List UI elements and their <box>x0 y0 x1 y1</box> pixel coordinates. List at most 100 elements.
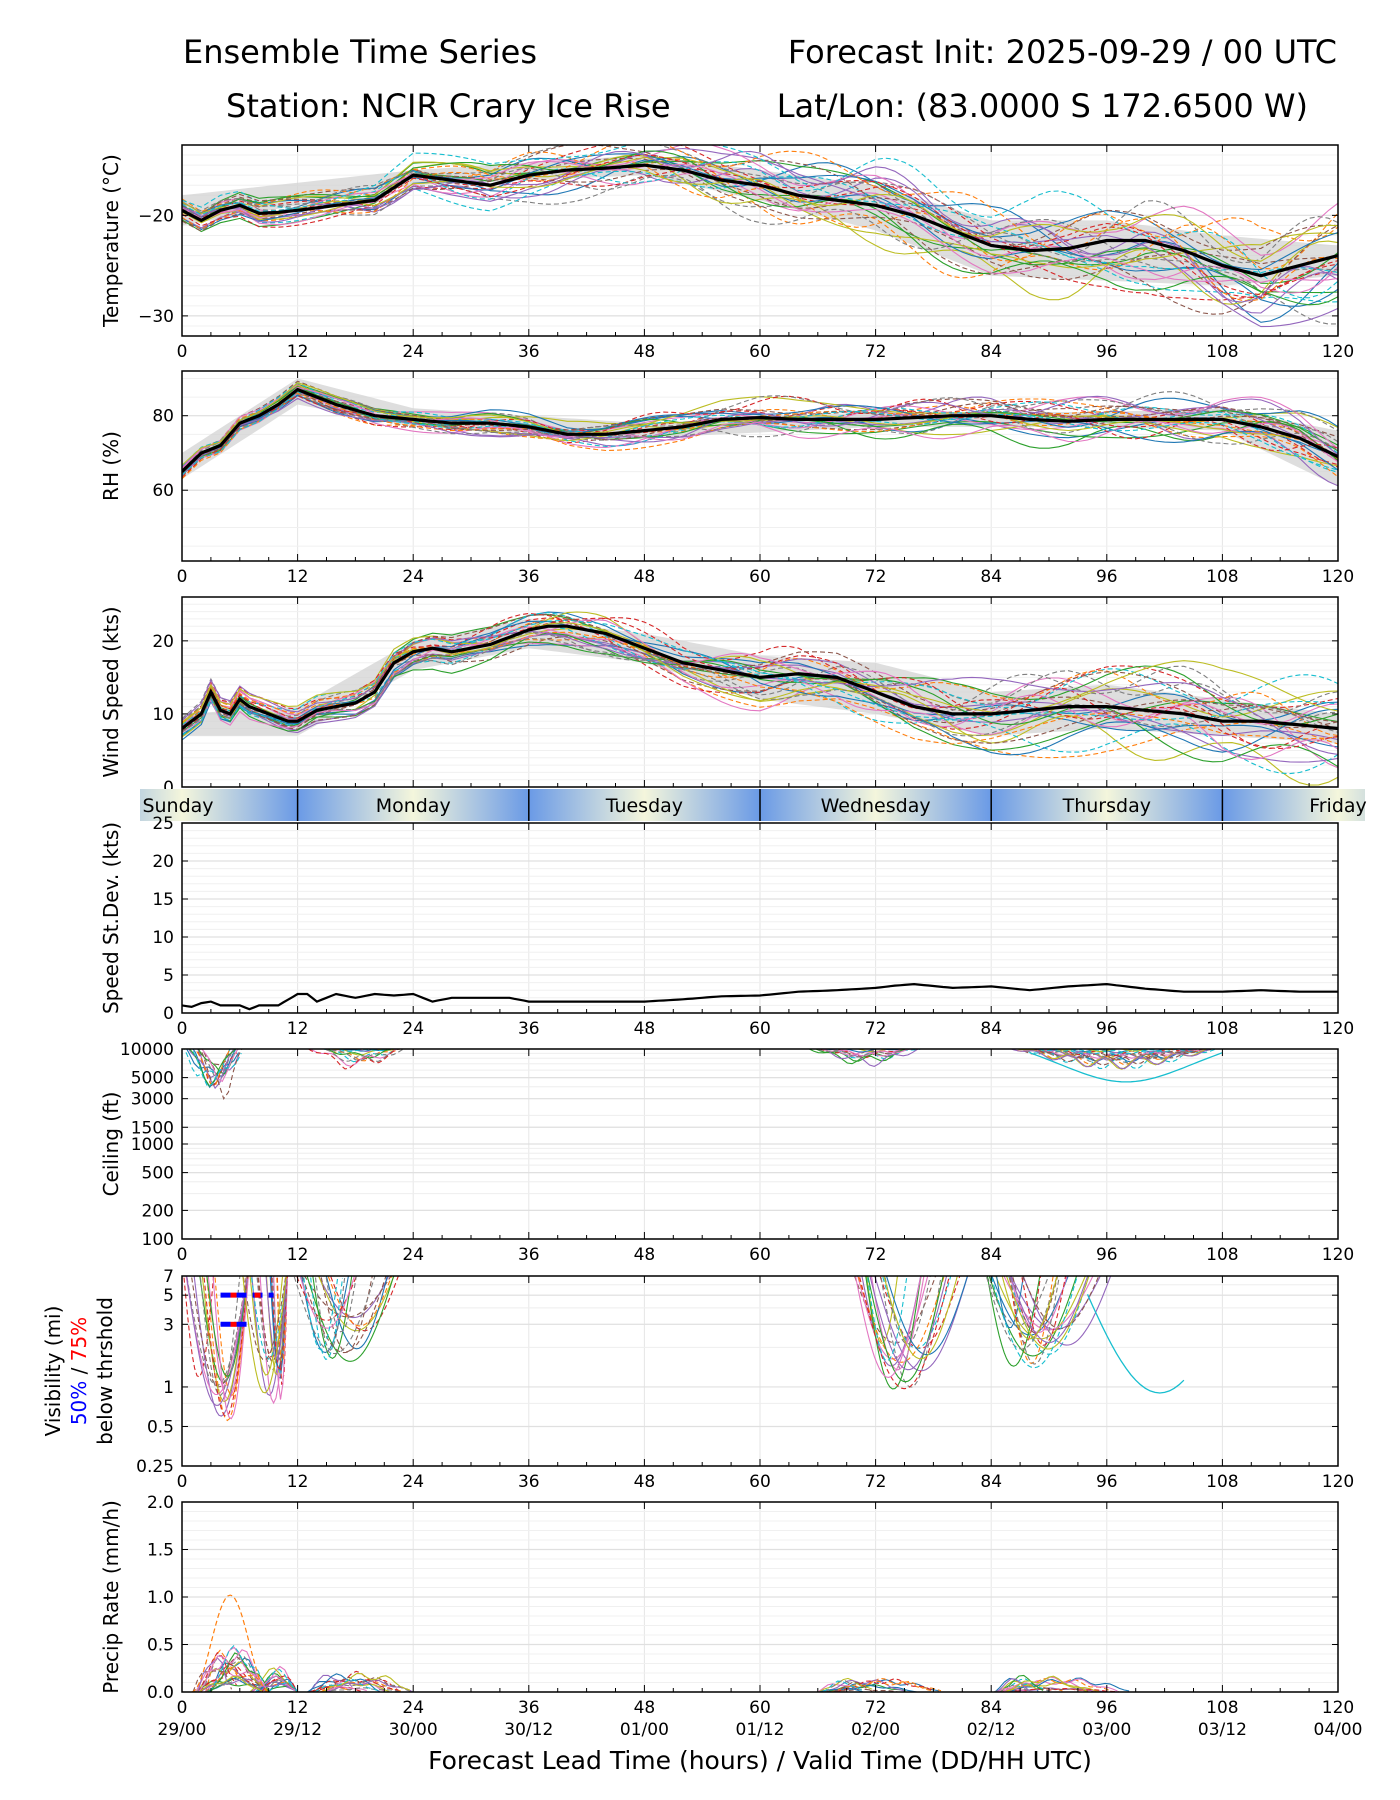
ensemble-member-line <box>182 617 1338 730</box>
precip-member-line <box>204 1670 268 1692</box>
panel-3: 0102001224364860728496108120Wind Speed (… <box>99 596 1354 813</box>
precip-member-line <box>314 1679 378 1692</box>
day-band <box>760 789 992 821</box>
x-tick-label: 48 <box>634 1698 656 1718</box>
y-tick-label: 0 <box>163 778 174 798</box>
x-tick-label: 108 <box>1206 567 1238 587</box>
visibility-member-line <box>203 1276 249 1417</box>
x-tick-label: 84 <box>980 1019 1002 1039</box>
ensemble-member-line <box>182 636 1338 737</box>
x-tick-label: 48 <box>634 1245 656 1265</box>
y-tick-label: 3 <box>163 1315 174 1335</box>
precip-member-line <box>998 1680 1038 1692</box>
station-name: Station: NCIR Crary Ice Rise <box>226 87 671 125</box>
visibility-member-line <box>884 1276 931 1345</box>
visibility-member-line <box>329 1276 399 1332</box>
plot-area <box>183 1276 1185 1422</box>
x-tick-label: 72 <box>865 567 887 587</box>
ceiling-member-line <box>822 1049 920 1067</box>
precip-member-line <box>323 1686 367 1692</box>
ensemble-mean-line <box>182 387 1338 473</box>
precip-member-line <box>833 1681 873 1692</box>
visibility-member-line <box>1009 1276 1089 1344</box>
y-tick-label: 80 <box>152 407 174 427</box>
visibility-member-line <box>272 1276 287 1361</box>
precip-member-line <box>197 1657 228 1692</box>
ceiling-member-line <box>1041 1049 1190 1054</box>
precip-member-line <box>210 1652 269 1692</box>
visibility-member-line <box>256 1276 288 1372</box>
y-tick-label: −20 <box>138 206 174 226</box>
precip-member-line <box>999 1674 1044 1692</box>
y-tick-label: 100 <box>142 1230 174 1250</box>
y-axis-label: Temperature (°C) <box>99 154 123 328</box>
x-tick-label: 0 <box>177 342 188 362</box>
visibility-member-line <box>857 1276 945 1363</box>
ceiling-member-line <box>336 1049 390 1053</box>
visibility-member-line <box>318 1276 395 1332</box>
x-tick-label: 96 <box>1096 1472 1118 1492</box>
ensemble-member-line <box>182 145 1338 274</box>
precip-member-line <box>312 1670 400 1692</box>
x-tick-label: 96 <box>1096 1698 1118 1718</box>
x-tick-label: 24 <box>402 342 424 362</box>
visibility-member-line <box>867 1276 944 1383</box>
visibility-member-line <box>1001 1276 1058 1340</box>
visibility-member-line <box>1005 1276 1090 1350</box>
ensemble-member-line <box>182 628 1338 736</box>
y-tick-label: 20 <box>152 632 174 652</box>
x-tick-label: 0 <box>177 1698 188 1718</box>
ensemble-member-line <box>182 390 1338 474</box>
y-tick-label: 1 <box>163 1378 174 1398</box>
ensemble-member-line <box>182 632 1338 768</box>
ceiling-member-line <box>306 1045 407 1047</box>
plot-area <box>182 611 1338 786</box>
precip-member-line <box>830 1680 942 1692</box>
visibility-member-line <box>314 1276 346 1351</box>
y-tick-label: 25 <box>152 814 174 834</box>
y-tick-label: 200 <box>142 1201 174 1221</box>
precip-member-line <box>996 1676 1118 1692</box>
ceiling-member-line <box>201 1049 239 1083</box>
day-band-mask <box>1365 789 1400 821</box>
precip-member-line <box>996 1678 1031 1692</box>
ceiling-member-line <box>1009 1049 1214 1070</box>
y-tick-label: 1.5 <box>147 1541 174 1561</box>
ensemble-member-line <box>182 394 1338 476</box>
ensemble-member-line <box>182 395 1338 476</box>
y-axis-label-threshold: 50% / 75% <box>67 1317 91 1425</box>
precip-member-line <box>822 1680 862 1692</box>
ceiling-member-line <box>348 1049 399 1052</box>
ensemble-member-line <box>182 391 1338 471</box>
x-tick-label: 60 <box>749 1472 771 1492</box>
visibility-member-line <box>883 1276 958 1360</box>
valid-time-label: 01/00 <box>620 1720 669 1740</box>
ceiling-member-line <box>201 1049 243 1101</box>
valid-time-label: 01/12 <box>736 1720 785 1740</box>
visibility-member-line <box>242 1276 287 1361</box>
precip-member-line <box>198 1649 267 1692</box>
ensemble-mean-line <box>182 163 1338 278</box>
y-tick-label: 0.25 <box>136 1457 174 1477</box>
day-label: Sunday <box>142 795 213 817</box>
precip-member-line <box>823 1679 906 1692</box>
x-tick-label: 84 <box>980 342 1002 362</box>
day-band <box>297 789 529 821</box>
ceiling-member-line <box>1009 1045 1240 1048</box>
ceiling-member-line <box>340 1049 394 1052</box>
precip-member-line <box>267 1682 298 1692</box>
visibility-member-line <box>186 1276 248 1406</box>
x-tick-label: 36 <box>518 1698 540 1718</box>
x-tick-label: 120 <box>1322 342 1354 362</box>
panel-4: 0 5 10 15 20 25 0 12 24 36 48 60 72 84 96 108 120 Speed S… <box>99 814 1354 1039</box>
visibility-member-line <box>199 1276 241 1397</box>
visibility-member-line <box>206 1276 249 1378</box>
x-tick-label: 0 <box>177 567 188 587</box>
precip-member-line <box>993 1684 1033 1692</box>
day-band <box>528 789 760 821</box>
visibility-member-line <box>985 1276 1058 1350</box>
x-tick-label: 84 <box>980 1472 1002 1492</box>
ceiling-member-line <box>808 1044 924 1045</box>
ceiling-member-line <box>199 1049 231 1086</box>
x-tick-label: 36 <box>518 342 540 362</box>
